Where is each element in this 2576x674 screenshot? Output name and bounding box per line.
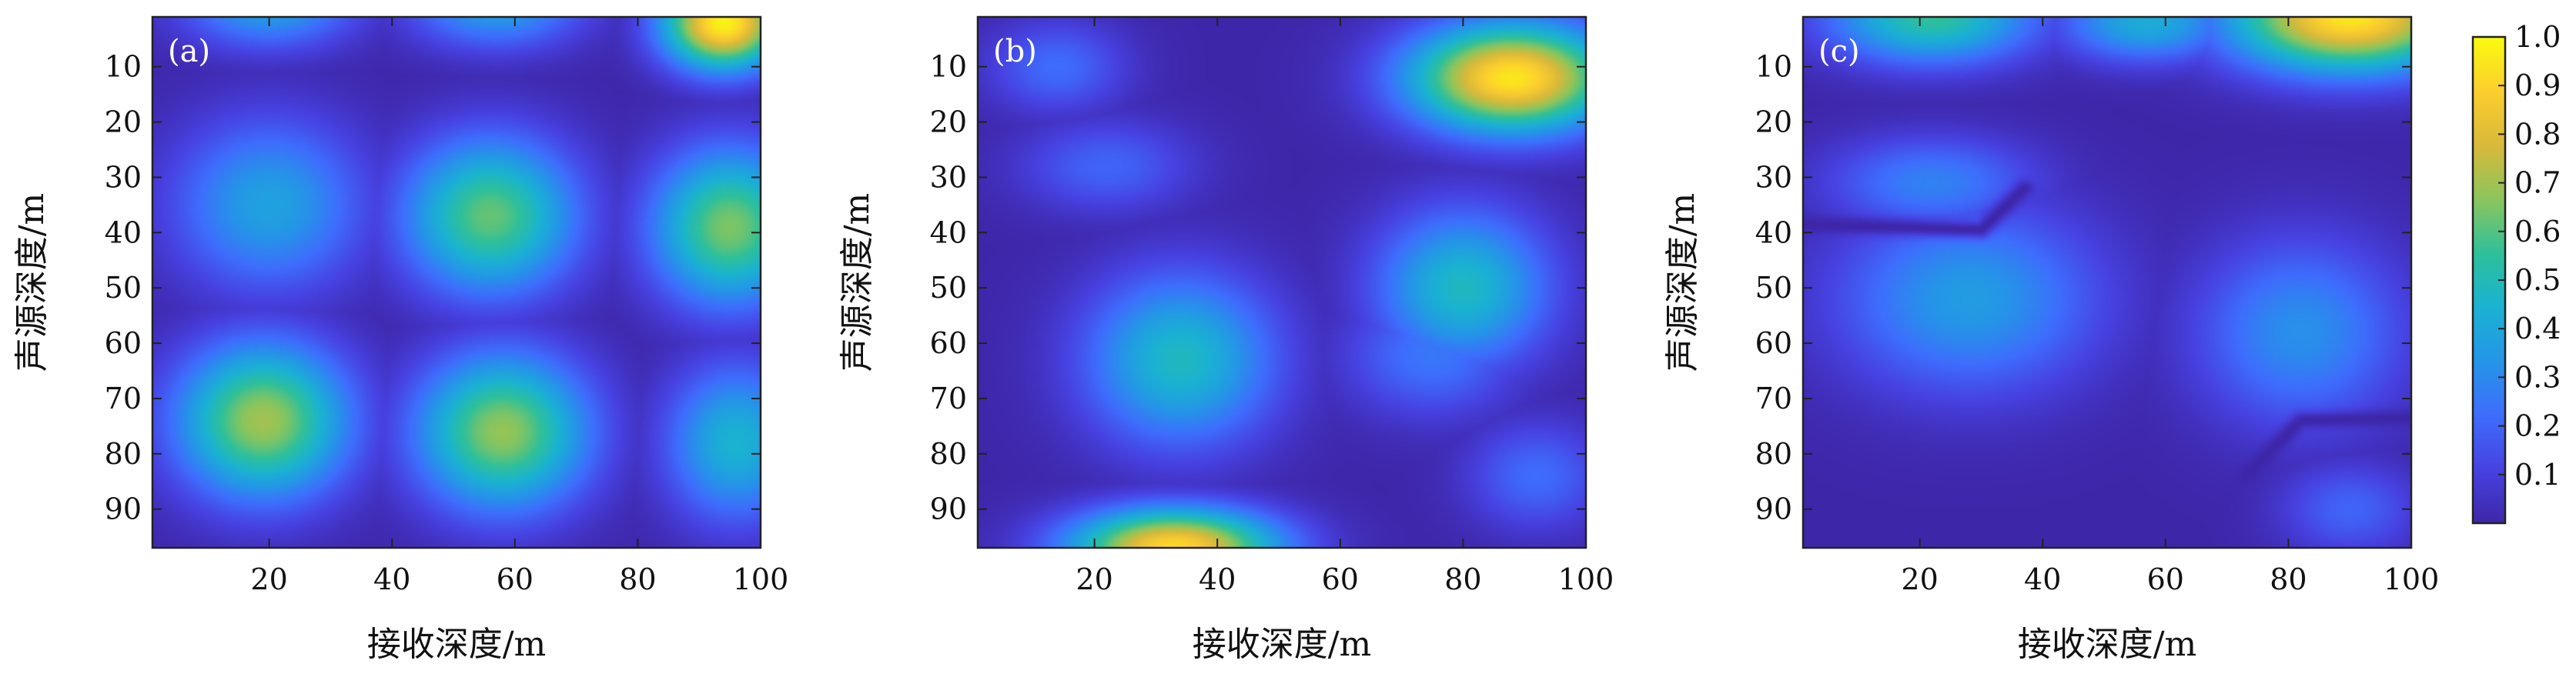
colorbar-tick-label: 0.4 [2514,312,2561,345]
y-tick-label: 40 [1755,215,1792,249]
axis-ticks: 20 40 60 80 100 10 20 30 40 50 60 70 80 90 [930,17,1614,596]
heatmap-image [152,17,761,548]
y-tick-label: 10 [930,50,967,84]
y-tick-label: 40 [105,215,142,249]
x-axis-label: 接收深度/m [1193,625,1372,664]
y-tick-label: 90 [1755,492,1792,526]
colorbar-tick-label: 0.2 [2514,409,2561,443]
panel-label: (a) [168,34,210,69]
x-axis-label: 接收深度/m [2018,625,2197,664]
x-tick-label: 60 [1322,562,1359,596]
y-tick-label: 50 [930,271,967,305]
colorbar-tick-label: 0.8 [2514,117,2561,151]
x-tick-label: 40 [373,562,410,596]
colorbar-tick-label: 0.9 [2514,68,2561,102]
y-tick-label: 70 [105,382,142,415]
y-axis-label: 声源深度/m [1663,193,1702,372]
x-tick-label: 80 [619,562,656,596]
panel-label: (c) [1818,34,1860,69]
panel-a: (a) 20 40 60 80 100 10 20 30 40 50 60 70 80 90 接收深度/m… [12,15,789,664]
y-tick-label: 90 [105,492,142,526]
y-tick-label: 80 [105,437,142,471]
y-tick-label: 10 [1755,50,1792,84]
x-tick-label: 20 [1901,562,1938,596]
x-tick-label: 80 [1444,562,1481,596]
x-axis-label: 接收深度/m [367,625,547,664]
y-tick-label: 40 [930,215,967,249]
x-tick-label: 60 [2147,562,2184,596]
y-axis-label: 声源深度/m [12,193,52,372]
y-tick-label: 20 [930,105,967,139]
y-tick-label: 70 [1755,382,1792,415]
heatmap-image [1803,17,2411,548]
y-tick-label: 20 [105,105,142,139]
panel-c: (c) 20 40 60 80 100 10 20 30 40 50 60 70 80 90 接收深度/m… [1663,15,2440,664]
colorbar-tick-label: 0.6 [2514,215,2561,249]
y-tick-label: 70 [930,382,967,415]
y-tick-label: 60 [930,326,967,360]
y-tick-label: 20 [1755,105,1792,139]
x-tick-label: 40 [2024,562,2061,596]
y-tick-label: 80 [1755,437,1792,471]
y-tick-label: 60 [1755,326,1792,360]
x-tick-label: 40 [1199,562,1236,596]
x-tick-label: 20 [1076,562,1112,596]
y-tick-label: 10 [105,50,142,84]
x-tick-label: 60 [497,562,534,596]
y-tick-label: 80 [930,437,967,471]
panel-label: (b) [993,34,1037,69]
axis-ticks: 20 40 60 80 100 10 20 30 40 50 60 70 80 90 [105,17,789,596]
x-tick-label: 100 [1558,562,1614,596]
x-tick-label: 20 [250,562,287,596]
y-tick-label: 90 [930,492,967,526]
plot-frame [1802,15,2413,549]
x-tick-label: 80 [2270,562,2307,596]
y-tick-label: 50 [1755,271,1792,305]
colorbar-tick-label: 0.5 [2514,263,2561,297]
colorbar-ticks: 0.1 0.2 0.3 0.4 0.5 0.6 0.7 0.8 0.9 1.0 [2498,20,2561,492]
y-axis-label: 声源深度/m [838,193,877,372]
colorbar: 0.1 0.2 0.3 0.4 0.5 0.6 0.7 0.8 0.9 1.0 [2471,20,2561,525]
x-tick-label: 100 [733,562,789,596]
y-tick-label: 30 [1755,160,1792,194]
plot-frame [151,15,762,549]
panel-b: (b) 20 40 60 80 100 10 20 30 40 50 60 70 80 90 接收深度/m… [838,15,1614,664]
y-tick-label: 60 [105,326,142,360]
y-tick-label: 50 [105,271,142,305]
x-tick-label: 100 [2384,562,2440,596]
colorbar-tick-label: 0.7 [2514,166,2561,200]
colorbar-tick-label: 1.0 [2514,20,2561,54]
colorbar-tick-label: 0.3 [2514,360,2561,394]
y-tick-label: 30 [930,160,967,194]
axis-ticks: 20 40 60 80 100 10 20 30 40 50 60 70 80 90 [1755,17,2440,596]
plot-frame [976,15,1587,549]
y-tick-label: 30 [105,160,142,194]
colorbar-tick-label: 0.1 [2514,458,2561,492]
heatmap-image [978,17,1586,548]
